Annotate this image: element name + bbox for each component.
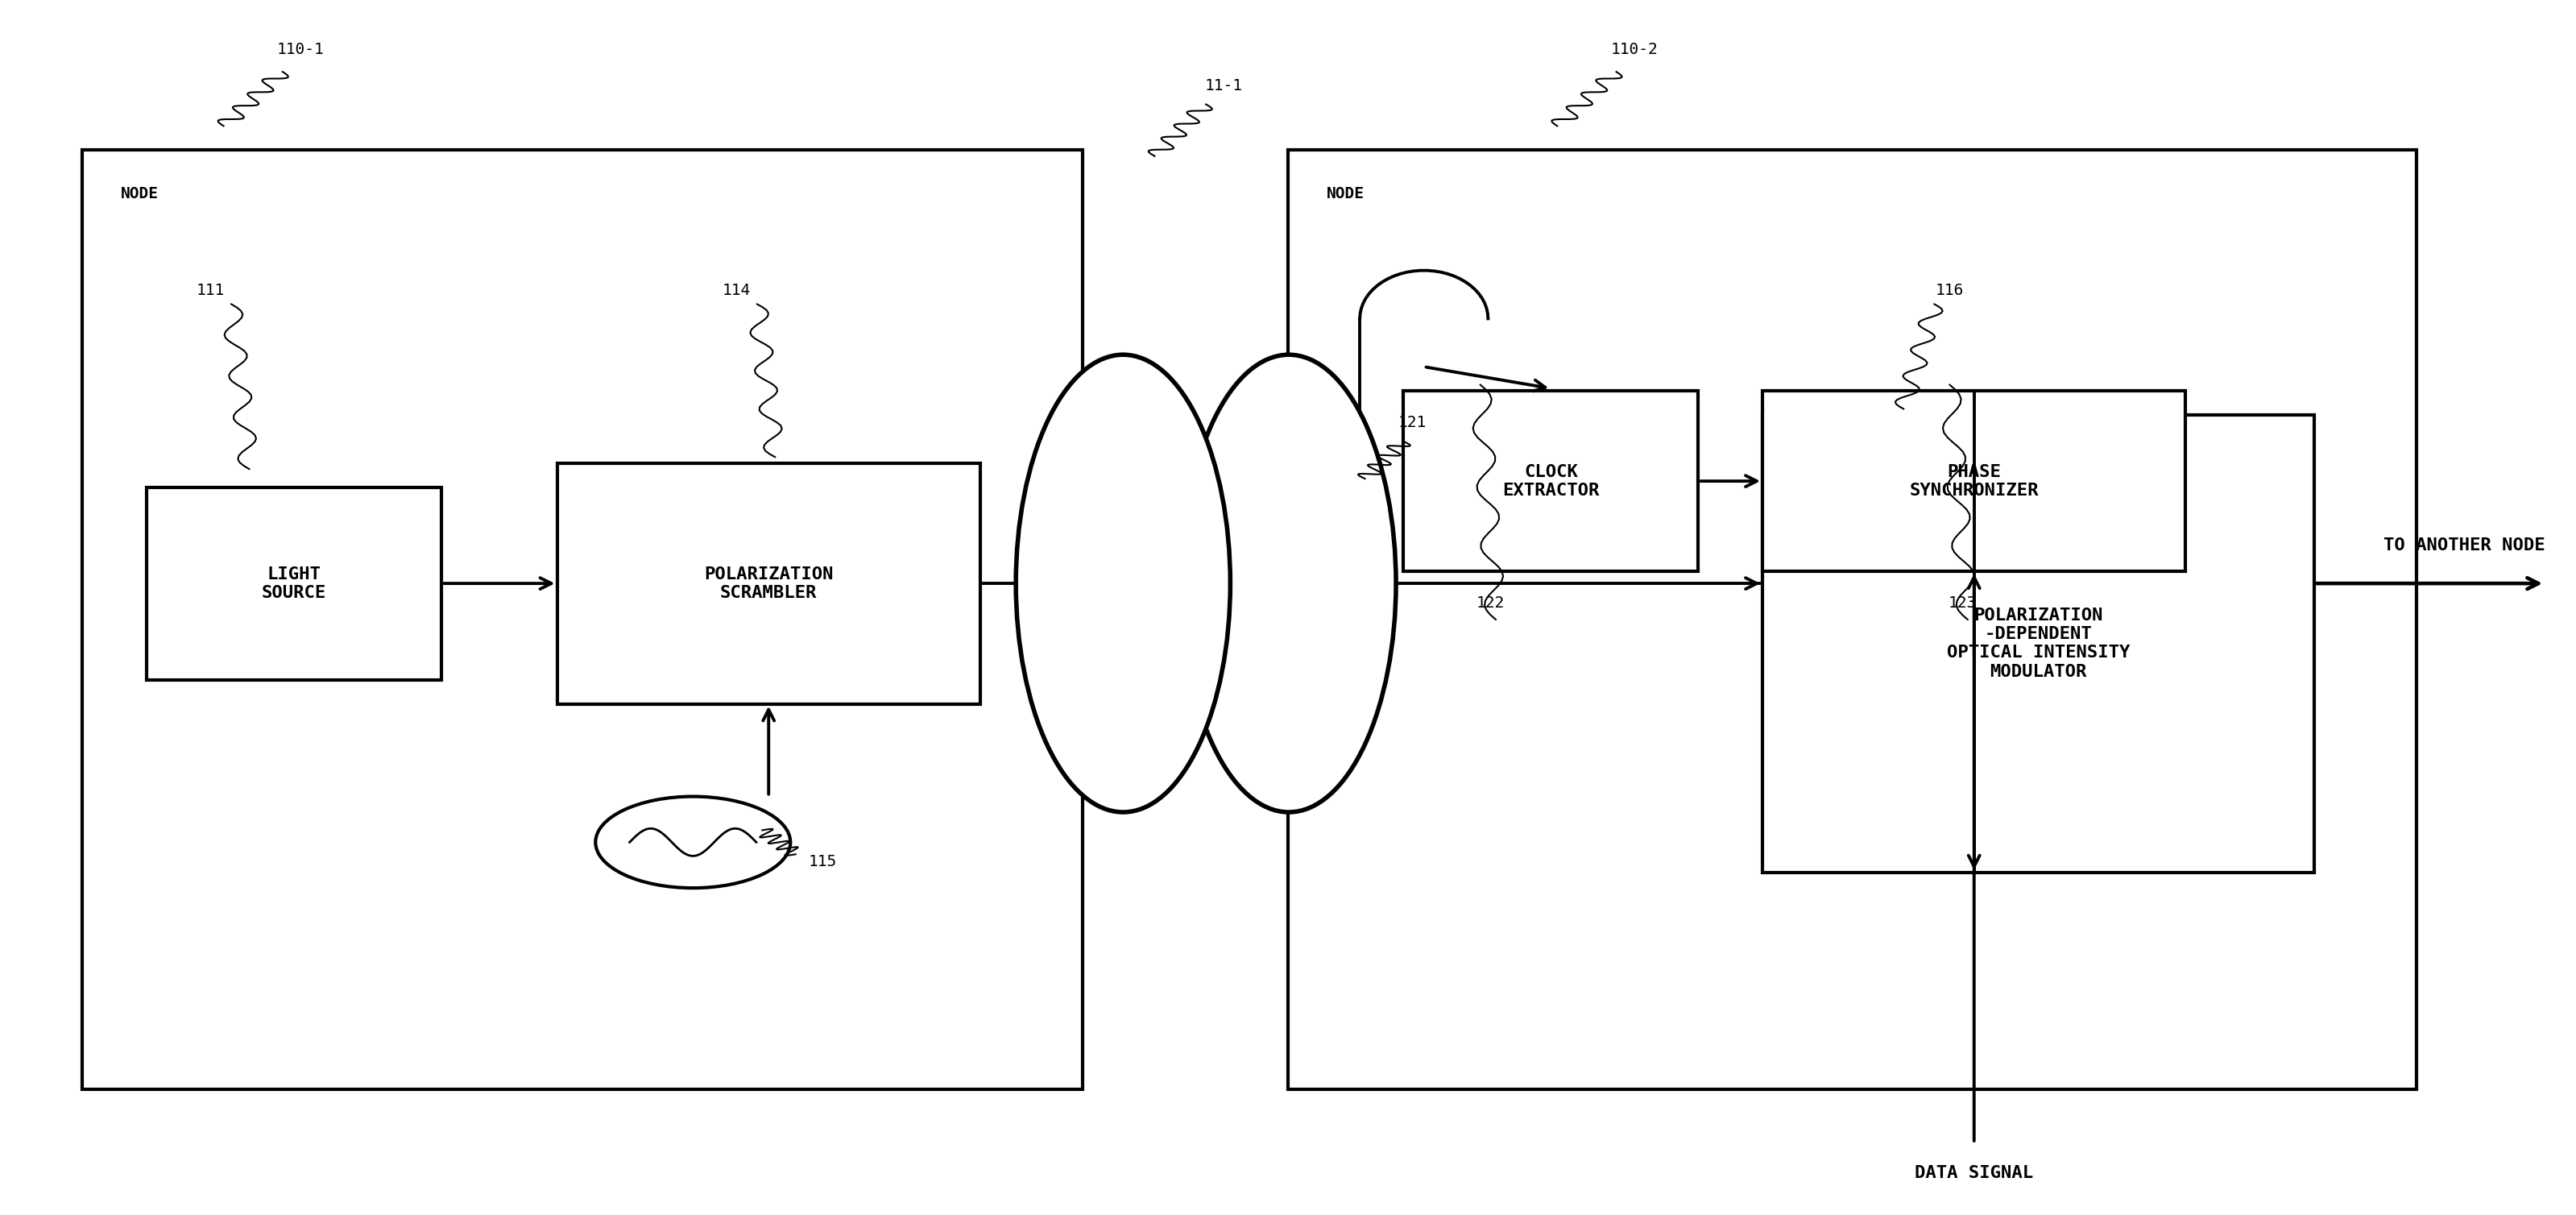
Ellipse shape: [1182, 355, 1396, 812]
Ellipse shape: [1015, 355, 1231, 812]
Bar: [147, 487, 440, 679]
Text: 116: 116: [1935, 282, 1963, 298]
Text: POLARIZATION
SCRAMBLER: POLARIZATION SCRAMBLER: [703, 566, 832, 601]
Circle shape: [595, 797, 791, 888]
Text: 111: 111: [196, 282, 224, 298]
Text: 114: 114: [721, 282, 750, 298]
Text: PHASE
SYNCHRONIZER: PHASE SYNCHRONIZER: [1909, 464, 2038, 498]
Text: 110-2: 110-2: [1610, 41, 1659, 57]
Text: 110-1: 110-1: [276, 41, 325, 57]
Text: DATA SIGNAL: DATA SIGNAL: [1914, 1165, 2032, 1181]
Bar: [1762, 391, 2184, 571]
Bar: [82, 149, 1082, 1089]
Bar: [1762, 414, 2313, 872]
Text: 123: 123: [1947, 595, 1976, 611]
Text: 11-1: 11-1: [1206, 78, 1242, 94]
Text: 121: 121: [1399, 414, 1427, 430]
Text: 115: 115: [809, 854, 837, 870]
Text: 122: 122: [1476, 595, 1504, 611]
Text: NODE: NODE: [121, 186, 160, 202]
Text: NODE: NODE: [1327, 186, 1365, 202]
Bar: [556, 463, 981, 703]
Bar: [1404, 391, 1698, 571]
Text: LIGHT
SOURCE: LIGHT SOURCE: [263, 566, 327, 601]
Text: POLARIZATION
-DEPENDENT
OPTICAL INTENSITY
MODULATOR: POLARIZATION -DEPENDENT OPTICAL INTENSIT…: [1947, 608, 2130, 679]
Text: TO ANOTHER NODE: TO ANOTHER NODE: [2383, 537, 2545, 553]
Bar: [1288, 149, 2416, 1089]
Text: CLOCK
EXTRACTOR: CLOCK EXTRACTOR: [1502, 464, 1600, 498]
